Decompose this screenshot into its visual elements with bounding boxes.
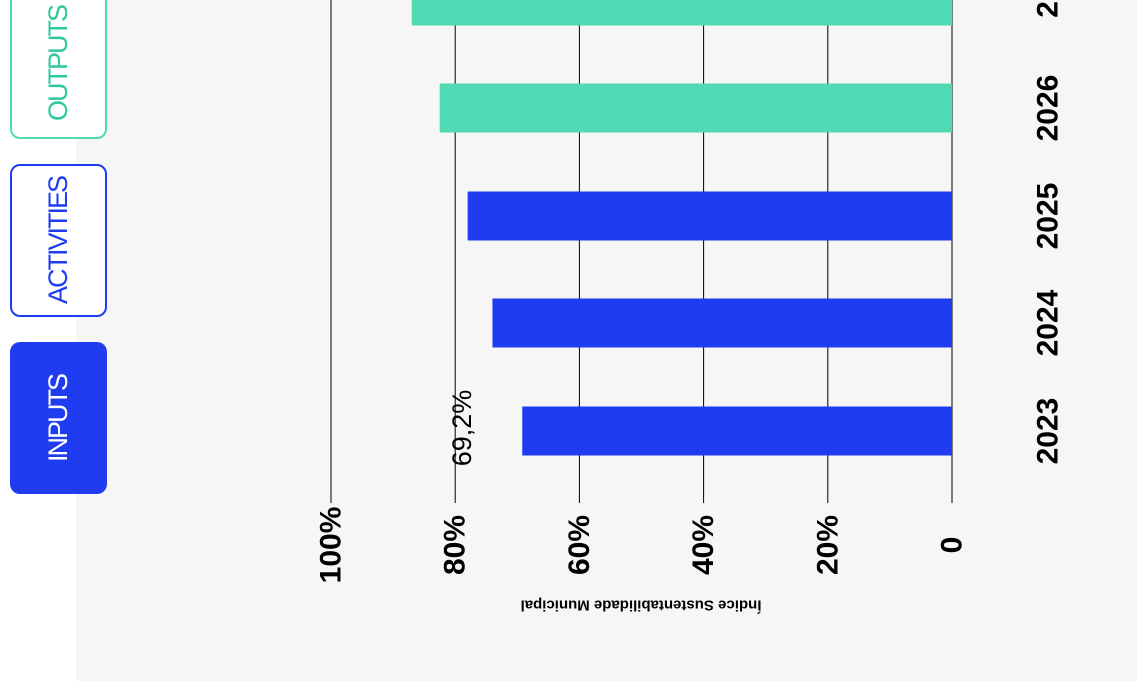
category-label: 2023	[1032, 398, 1065, 465]
bar	[411, 0, 953, 26]
category-label: 2024	[1032, 289, 1065, 356]
tab-inputs[interactable]: INPUTS	[10, 342, 107, 494]
tick-label: 80%	[439, 515, 472, 575]
data-label: 69,2%	[447, 390, 477, 467]
bar	[492, 298, 952, 348]
tab-activities[interactable]: ACTIVITIES	[10, 164, 107, 317]
bar	[439, 83, 952, 133]
axis-label: Índice Sustentabilidade Municipal	[521, 597, 762, 614]
tick-label: 0	[936, 537, 969, 554]
category-label: 2026	[1032, 75, 1065, 142]
tab-outputs[interactable]: OUTPUTS	[10, 0, 107, 139]
category-label: 20	[1032, 0, 1065, 18]
category-label: 2025	[1032, 183, 1065, 250]
tick-label: 100%	[315, 507, 348, 584]
tick-label: 40%	[687, 515, 720, 575]
bar	[522, 406, 952, 456]
bar	[467, 191, 952, 241]
tick-label: 20%	[811, 515, 844, 575]
tick-label: 60%	[563, 515, 596, 575]
